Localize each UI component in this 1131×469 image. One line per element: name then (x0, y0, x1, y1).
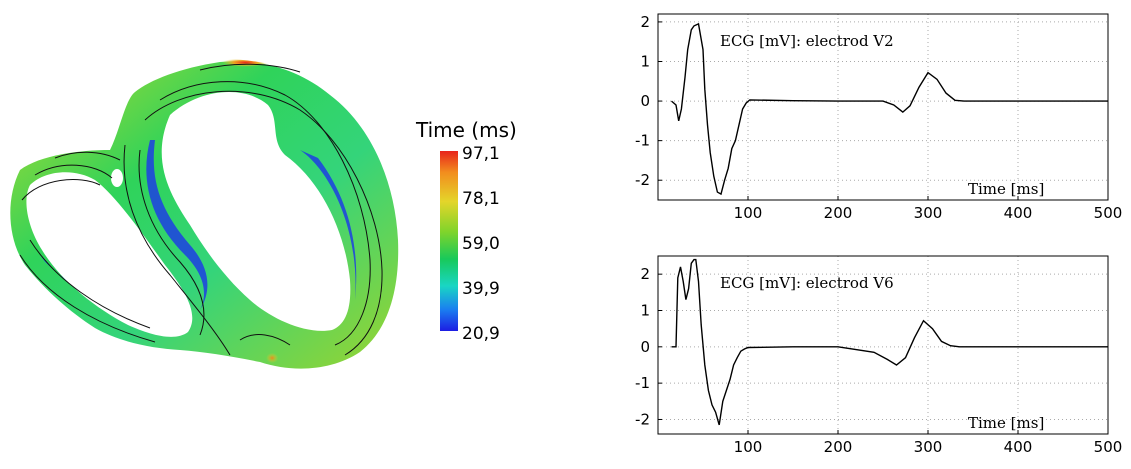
colorbar-tick-2: 78,1 (462, 189, 500, 209)
x-tick-label: 400 (1004, 204, 1033, 222)
ecg-series-line (671, 22, 1108, 196)
ecg-v6-svg: 100 200 300 400 500 2 1 0 -1 -2 ECG [mV]: electrod… (635, 255, 1123, 456)
x-tick-label: 200 (824, 438, 853, 456)
ecg-v2-svg: 100 200 300 400 500 2 1 0 -1 -2 ECG [mV]: electrod… (635, 13, 1122, 222)
ecg-chart-v2: 100 200 300 400 500 2 1 0 -1 -2 ECG [mV]: electrod… (630, 6, 1130, 228)
x-tick-label: 300 (914, 438, 943, 456)
plot-frame (657, 13, 1109, 201)
ecg-chart-v6: 100 200 300 400 500 2 1 0 -1 -2 ECG [mV]: electrod… (630, 248, 1130, 462)
x-tick-label: 500 (1094, 438, 1123, 456)
y-tick-label: 1 (640, 52, 650, 70)
colorbar-tick-4: 39,9 (462, 279, 500, 299)
x-tick-label: 100 (734, 438, 763, 456)
x-tick-label: 400 (1004, 438, 1033, 456)
x-axis-label: Time [ms] (968, 414, 1044, 432)
x-tick-label: 300 (914, 204, 943, 222)
y-tick-label: 2 (640, 265, 650, 283)
y-tick-label: 1 (640, 301, 650, 319)
x-tick-label: 200 (824, 204, 853, 222)
y-tick-label: 0 (640, 92, 650, 110)
y-tick-label: -1 (635, 374, 650, 392)
ecg-annotation: ECG [mV]: electrod V6 (720, 274, 894, 292)
colorbar-tick-max: 97,1 (462, 144, 500, 164)
ecg-plot-group: 100 200 300 400 500 2 1 0 -1 -2 ECG [mV]: electrod… (635, 13, 1122, 222)
plot-frame (657, 255, 1109, 435)
ecg-plot-group: 100 200 300 400 500 2 1 0 -1 -2 ECG [mV]: electrod… (635, 255, 1123, 456)
heart-activation-map-image (10, 59, 399, 370)
colorbar-tick-3: 59,0 (462, 234, 500, 254)
x-axis-label: Time [ms] (968, 180, 1044, 198)
activation-map (0, 0, 420, 464)
ecg-series-line (671, 258, 1108, 426)
x-tick-label: 500 (1094, 204, 1123, 222)
x-tick-label: 100 (734, 204, 763, 222)
ecg-annotation: ECG [mV]: electrod V2 (720, 32, 894, 50)
colorbar-gradient (440, 151, 458, 331)
y-tick-label: 2 (640, 13, 650, 31)
y-tick-label: -2 (635, 171, 650, 189)
colorbar-legend: Time (ms) 97,1 78,1 59,0 39,9 20,9 (400, 118, 540, 358)
colorbar-title: Time (ms) (416, 118, 517, 142)
y-tick-label: -2 (635, 410, 650, 428)
y-tick-label: -1 (635, 132, 650, 150)
y-tick-label: 0 (640, 338, 650, 356)
colorbar-tick-min: 20,9 (462, 324, 500, 344)
